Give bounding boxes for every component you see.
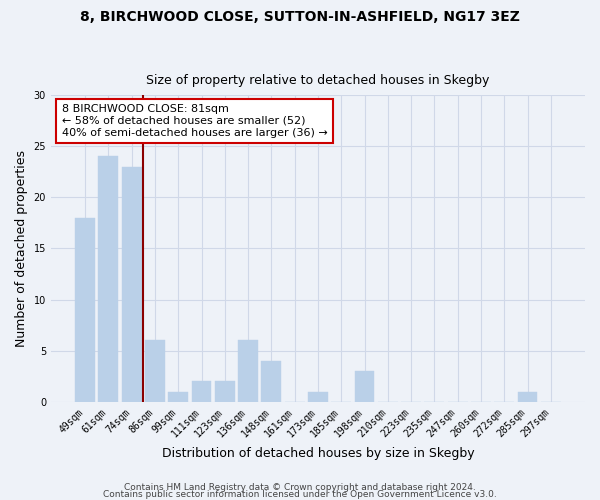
- Bar: [169, 392, 188, 402]
- Text: Contains HM Land Registry data © Crown copyright and database right 2024.: Contains HM Land Registry data © Crown c…: [124, 484, 476, 492]
- Bar: [238, 340, 258, 402]
- Bar: [355, 371, 374, 402]
- Bar: [191, 382, 211, 402]
- Y-axis label: Number of detached properties: Number of detached properties: [15, 150, 28, 347]
- Bar: [518, 392, 538, 402]
- Bar: [262, 361, 281, 402]
- Bar: [98, 156, 118, 402]
- Text: 8 BIRCHWOOD CLOSE: 81sqm
← 58% of detached houses are smaller (52)
40% of semi-d: 8 BIRCHWOOD CLOSE: 81sqm ← 58% of detach…: [62, 104, 328, 138]
- Text: 8, BIRCHWOOD CLOSE, SUTTON-IN-ASHFIELD, NG17 3EZ: 8, BIRCHWOOD CLOSE, SUTTON-IN-ASHFIELD, …: [80, 10, 520, 24]
- Bar: [75, 218, 95, 402]
- Bar: [215, 382, 235, 402]
- Bar: [308, 392, 328, 402]
- X-axis label: Distribution of detached houses by size in Skegby: Distribution of detached houses by size …: [161, 447, 474, 460]
- Title: Size of property relative to detached houses in Skegby: Size of property relative to detached ho…: [146, 74, 490, 87]
- Text: Contains public sector information licensed under the Open Government Licence v3: Contains public sector information licen…: [103, 490, 497, 499]
- Bar: [122, 166, 142, 402]
- Bar: [145, 340, 165, 402]
